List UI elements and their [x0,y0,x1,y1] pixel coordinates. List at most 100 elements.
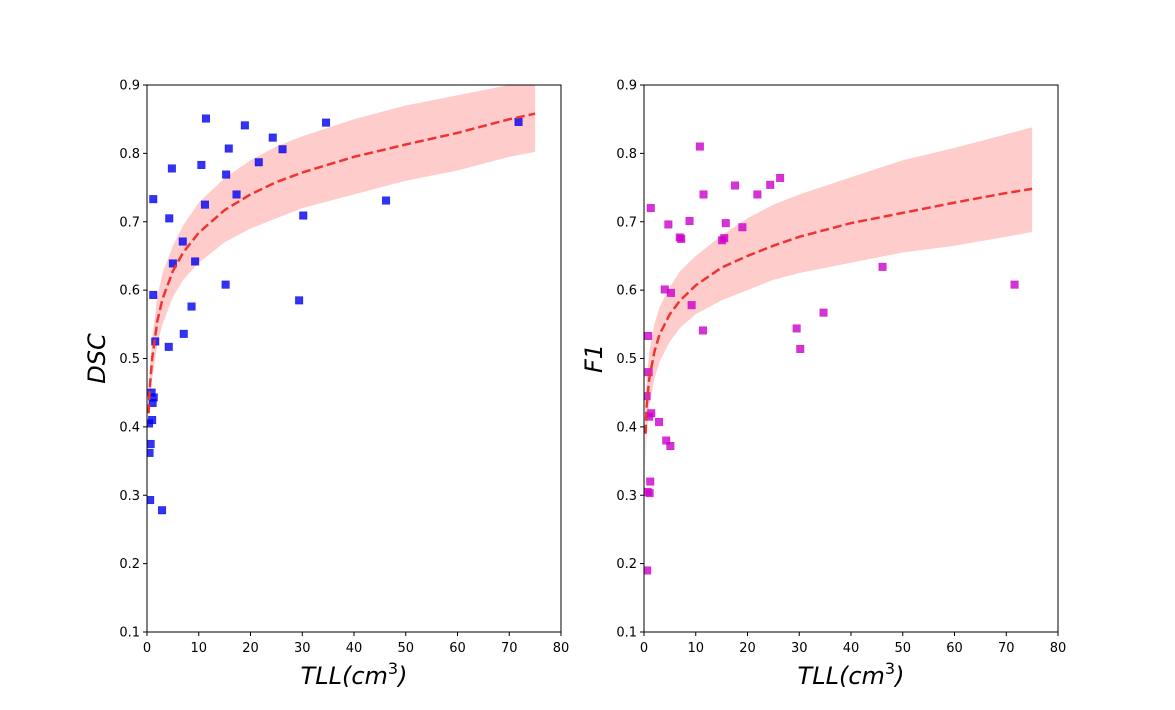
data-point [322,118,331,127]
data-point [655,418,664,427]
data-point [187,302,196,311]
data-point [699,190,708,199]
data-point [646,204,655,213]
x-tick-label: 0 [640,641,648,656]
data-point [664,220,673,229]
data-point [299,211,308,220]
data-point [382,196,391,205]
data-point [819,308,828,317]
data-point [677,234,686,243]
data-point [792,324,801,333]
data-point [646,477,655,486]
confidence-band [148,85,536,427]
data-point [766,180,775,189]
data-point [178,237,187,246]
data-point [644,331,653,340]
data-point [278,145,287,154]
data-point [662,436,671,445]
x-tick-label: 40 [843,641,860,656]
data-point [720,234,729,243]
data-point [240,121,249,130]
y-axis-label: F1 [580,344,608,373]
x-tick-label: 60 [946,641,963,656]
y-tick-label: 0.4 [119,420,140,435]
data-point [878,262,887,271]
data-point [1010,280,1019,289]
data-point [168,259,177,268]
x-tick-label: 70 [501,641,518,656]
data-point [514,117,523,126]
x-tick-label: 10 [687,641,704,656]
data-point [731,181,740,190]
y-tick-label: 0.9 [616,79,637,94]
data-point [149,195,158,204]
data-point [179,329,188,338]
y-tick-label: 0.6 [119,284,140,299]
y-tick-label: 0.8 [616,147,637,162]
x-tick-label: 0 [143,641,151,656]
data-point [254,158,263,167]
y-tick-label: 0.9 [119,79,140,94]
y-tick-label: 0.7 [616,215,637,230]
data-point [295,296,304,305]
data-point [738,223,747,232]
data-point [191,257,200,266]
x-tick-label: 60 [449,641,466,656]
y-tick-label: 0.6 [616,284,637,299]
data-point [644,566,652,575]
data-point [147,448,154,457]
data-point [224,144,233,153]
x-tick-label: 50 [894,641,911,656]
data-point [268,133,277,142]
data-point [232,190,241,199]
y-tick-label: 0.1 [119,626,140,641]
x-tick-label: 70 [998,641,1015,656]
y-tick-label: 0.2 [119,557,140,572]
x-tick-label: 40 [346,641,363,656]
data-point [685,217,694,226]
y-tick-label: 0.5 [616,352,637,367]
data-point [647,409,656,418]
y-tick-label: 0.1 [616,626,637,641]
data-point [796,344,805,353]
data-point [149,393,158,402]
data-point [695,142,704,151]
data-point [753,190,762,199]
data-point [666,288,675,297]
data-point [698,326,707,335]
data-point [221,280,230,289]
x-tick-label: 80 [1050,641,1067,656]
dsc-scatter-panel: 0 10 20 30 40 50 60 70 80 0.1 0.2 0.3 0.4 0.5 0.6 0.7 0.… [83,79,569,691]
y-tick-label: 0.4 [616,420,637,435]
data-point [147,496,155,505]
data-point [201,114,210,123]
x-tick-label: 20 [739,641,756,656]
y-tick-label: 0.3 [119,489,140,504]
data-point [165,214,174,223]
data-point [687,301,696,310]
y-tick-label: 0.7 [119,215,140,230]
data-point [200,200,209,209]
data-point [721,219,730,228]
y-tick-label: 0.2 [616,557,637,572]
data-point [645,489,654,498]
y-axis-label: DSC [83,333,111,384]
x-tick-label: 20 [242,641,259,656]
x-tick-label: 50 [397,641,414,656]
plot-area [644,127,1033,575]
f1-scatter-panel: 0 10 20 30 40 50 60 70 80 0.1 0.2 0.3 0.4 0.5 0.6 0.7 0.… [580,79,1066,691]
x-tick-label: 80 [553,641,570,656]
x-tick-label: 30 [294,641,311,656]
data-point [666,442,675,451]
data-point [147,439,155,448]
x-axis-label: TLL(cm3) [301,659,408,690]
y-tick-label: 0.3 [616,489,637,504]
confidence-band [645,127,1033,468]
fit-line [147,112,536,414]
y-tick-label: 0.5 [119,352,140,367]
data-point [776,173,785,182]
data-point [167,164,176,173]
x-axis-label: TLL(cm3) [798,659,905,690]
data-point [148,416,157,425]
